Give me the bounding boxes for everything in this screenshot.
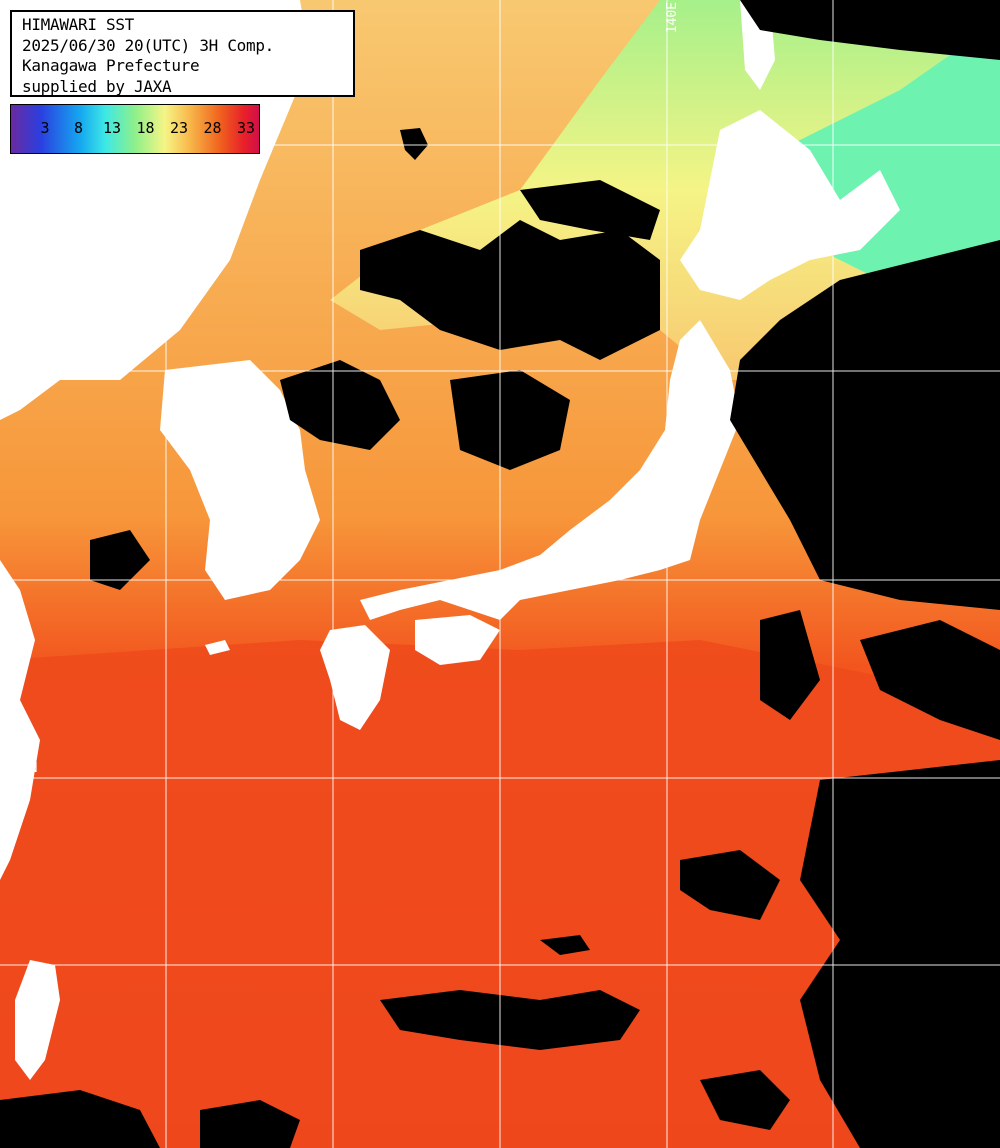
land-jeju — [205, 640, 230, 655]
supplier-label: supplied by JAXA — [22, 76, 172, 96]
legend-tick-23: 23 — [169, 119, 189, 137]
lon-140e-label: 140E — [665, 2, 680, 34]
legend-tick-28: 28 — [203, 119, 222, 137]
lat-30n-label: 30N — [14, 761, 38, 776]
land-dokdo-area — [400, 128, 428, 160]
legend-tick-8: 8 — [73, 119, 84, 137]
info-box: HIMAWARI SST 2025/06/30 20(UTC) 3H Comp.… — [10, 10, 355, 97]
temperature-legend: 3 8 13 18 23 28 33 — [10, 104, 260, 154]
legend-tick-3: 3 — [40, 119, 50, 137]
prefecture-label: Kanagawa Prefecture — [22, 56, 200, 75]
legend-tick-13: 13 — [102, 119, 122, 137]
legend-tick-33: 33 — [236, 119, 256, 137]
legend-tick-18: 18 — [136, 119, 155, 137]
legend-colorbar — [11, 105, 259, 153]
product-title: HIMAWARI SST — [22, 15, 134, 34]
land-shikoku — [415, 615, 500, 665]
land-kyushu — [320, 625, 390, 730]
land-honshu — [360, 320, 740, 620]
land-korea — [160, 360, 320, 600]
timestamp: 2025/06/30 20(UTC) 3H Comp. — [22, 35, 274, 55]
lat-40n-label: 40N — [14, 354, 38, 369]
land-hokkaido — [680, 110, 900, 300]
land-taiwan — [15, 960, 60, 1080]
land-china-coast — [0, 560, 40, 880]
